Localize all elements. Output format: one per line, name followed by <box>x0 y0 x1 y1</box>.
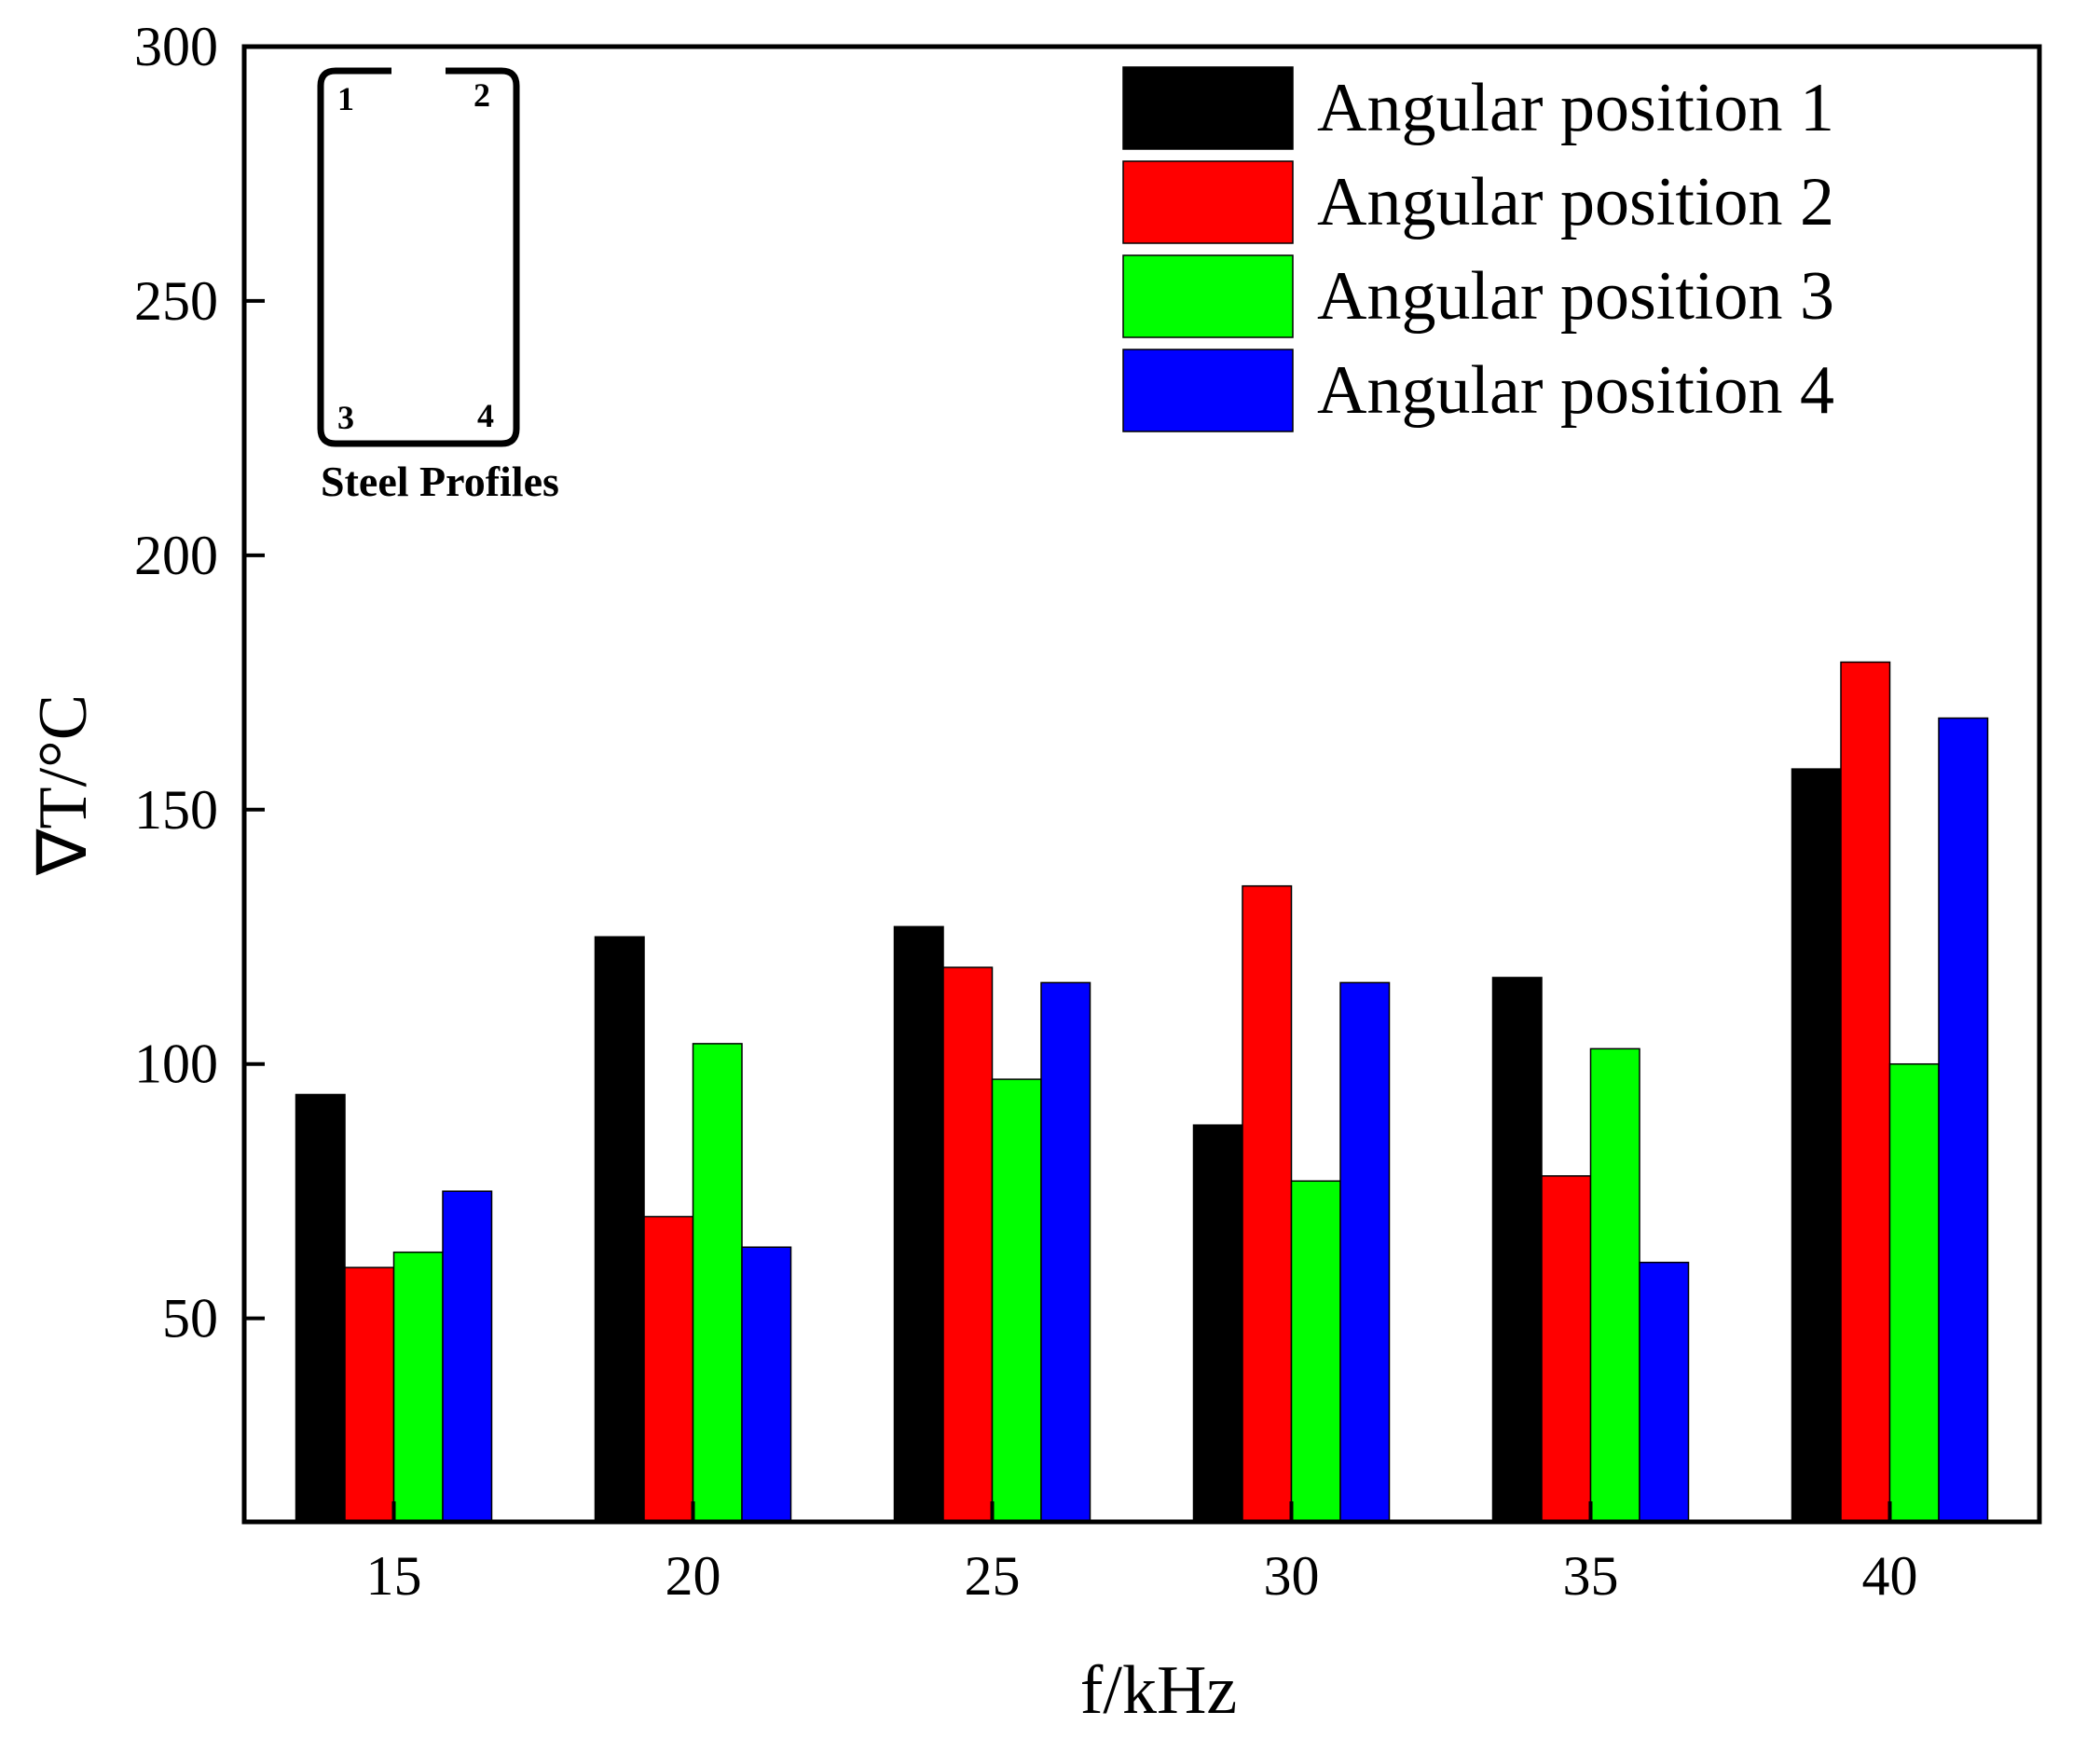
legend-label-3: Angular position 3 <box>1317 258 1834 335</box>
bar-series4-40 <box>1938 717 1989 1523</box>
x-tick-label-15: 15 <box>366 1545 422 1607</box>
y-tick-label-50: 50 <box>162 1288 218 1349</box>
bar-series4-15 <box>442 1190 493 1523</box>
y-tick-label-100: 100 <box>134 1034 218 1095</box>
x-tick-label-40: 40 <box>1862 1545 1918 1607</box>
bar-series3-35 <box>1589 1048 1640 1523</box>
legend: Angular position 1 Angular position 2 Angu… <box>1122 66 1834 432</box>
legend-swatch-1 <box>1122 66 1294 150</box>
bar-series3-20 <box>692 1043 743 1523</box>
bar-series1-25 <box>893 925 944 1523</box>
bar-series3-40 <box>1888 1062 1940 1523</box>
legend-label-4: Angular position 4 <box>1317 352 1834 429</box>
legend-label-1: Angular position 1 <box>1317 70 1834 146</box>
steel-profile-inset: 1 2 3 4 Steel Profiles <box>317 67 559 505</box>
x-axis-title: f/kHz <box>1080 1652 1238 1729</box>
bar-series1-40 <box>1791 768 1842 1523</box>
y-tick-label-150: 150 <box>134 779 218 841</box>
bar-series1-35 <box>1491 977 1543 1523</box>
x-tick-label-25: 25 <box>965 1545 1021 1607</box>
bar-series4-30 <box>1339 981 1391 1523</box>
bar-series1-30 <box>1192 1124 1243 1523</box>
y-tick-label-200: 200 <box>134 525 218 586</box>
x-tick-label-35: 35 <box>1563 1545 1619 1607</box>
y-axis-ticks: 50 100 150 200 250 300 <box>134 16 265 1349</box>
bar-series1-15 <box>295 1093 346 1523</box>
bar-series2-40 <box>1840 661 1891 1523</box>
bar-series3-25 <box>991 1078 1042 1523</box>
x-tick-label-20: 20 <box>666 1545 721 1607</box>
corner-label-2: 2 <box>474 76 490 114</box>
x-tick-label-30: 30 <box>1264 1545 1320 1607</box>
y-tick-label-300: 300 <box>134 16 218 77</box>
plot-frame <box>241 44 2042 1525</box>
x-axis-ticks: 15 20 25 30 35 40 <box>366 1501 1918 1607</box>
bar-series4-25 <box>1040 981 1091 1523</box>
corner-label-4: 4 <box>477 397 494 434</box>
y-axis-title: ∇T/°C <box>25 694 102 876</box>
legend-swatch-3 <box>1122 254 1294 338</box>
bar-series4-20 <box>741 1246 792 1523</box>
corner-label-3: 3 <box>337 399 354 436</box>
legend-label-2: Angular position 2 <box>1317 164 1834 240</box>
y-tick-label-250: 250 <box>134 270 218 332</box>
bar-series2-35 <box>1541 1175 1592 1523</box>
steel-profile-outline <box>317 67 520 447</box>
bar-series3-30 <box>1290 1180 1341 1523</box>
bar-series3-15 <box>392 1251 444 1523</box>
legend-swatch-4 <box>1122 349 1294 432</box>
bar-series2-30 <box>1242 884 1293 1523</box>
bar-series1-20 <box>594 936 645 1523</box>
bar-series2-15 <box>344 1267 395 1523</box>
corner-label-1: 1 <box>337 80 354 117</box>
bars-group <box>295 661 1989 1523</box>
bar-series2-20 <box>643 1215 694 1523</box>
inset-title: Steel Profiles <box>321 458 559 505</box>
bar-series4-35 <box>1639 1261 1690 1523</box>
bar-series2-25 <box>942 966 994 1523</box>
legend-swatch-2 <box>1122 160 1294 244</box>
